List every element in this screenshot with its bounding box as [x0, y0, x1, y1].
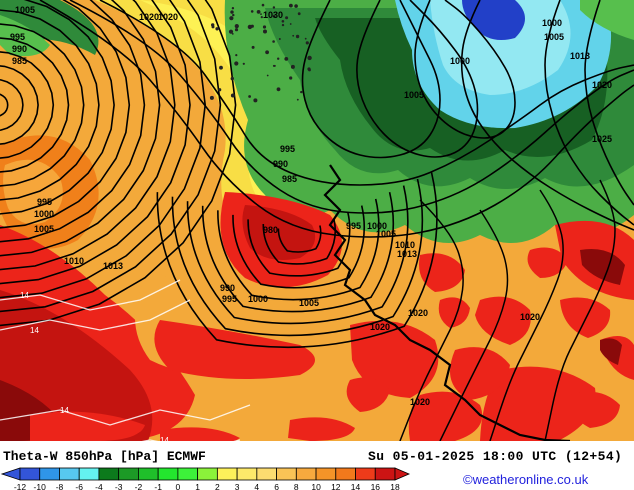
svg-text:-4: -4: [95, 482, 103, 490]
svg-text:-1: -1: [154, 482, 162, 490]
svg-text:-2: -2: [135, 482, 143, 490]
svg-text:3: 3: [235, 482, 240, 490]
svg-text:16: 16: [371, 482, 381, 490]
svg-text:-12: -12: [14, 482, 27, 490]
svg-text:18: 18: [390, 482, 400, 490]
svg-text:8: 8: [294, 482, 299, 490]
svg-text:2: 2: [215, 482, 220, 490]
svg-text:-8: -8: [56, 482, 64, 490]
svg-text:-6: -6: [75, 482, 83, 490]
svg-text:4: 4: [254, 482, 259, 490]
svg-text:1: 1: [195, 482, 200, 490]
svg-text:10: 10: [311, 482, 321, 490]
svg-text:0: 0: [176, 482, 181, 490]
svg-text:12: 12: [331, 482, 341, 490]
svg-text:6: 6: [274, 482, 279, 490]
svg-text:-3: -3: [115, 482, 123, 490]
svg-text:14: 14: [351, 482, 361, 490]
svg-text:-10: -10: [34, 482, 47, 490]
